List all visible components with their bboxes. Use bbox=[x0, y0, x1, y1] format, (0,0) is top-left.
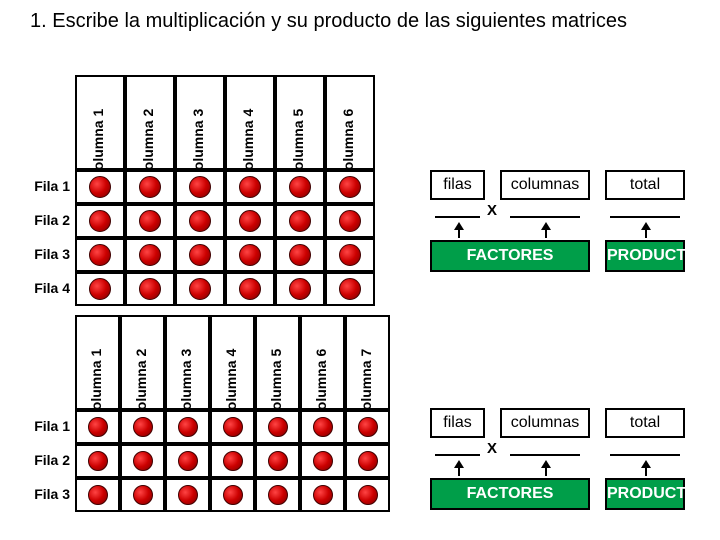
dot-icon bbox=[189, 176, 211, 198]
header-columnas: columnas bbox=[500, 170, 590, 200]
dot-icon bbox=[88, 485, 108, 505]
producto-box: PRODUCTO bbox=[605, 240, 685, 272]
column-label: columna 3 bbox=[178, 349, 194, 418]
dot-icon bbox=[189, 210, 211, 232]
column-label: columna 3 bbox=[190, 109, 206, 178]
dot-icon bbox=[313, 451, 333, 471]
dot-icon bbox=[289, 244, 311, 266]
dot-icon bbox=[133, 417, 153, 437]
row-label: Fila 1 bbox=[20, 178, 70, 194]
dot-icon bbox=[178, 485, 198, 505]
dot-icon bbox=[89, 210, 111, 232]
row-label: Fila 1 bbox=[20, 418, 70, 434]
dot-icon bbox=[313, 485, 333, 505]
column-label: columna 1 bbox=[90, 109, 106, 178]
dot-icon bbox=[189, 278, 211, 300]
dot-icon bbox=[239, 278, 261, 300]
dot-icon bbox=[133, 485, 153, 505]
blank-total[interactable] bbox=[610, 442, 680, 456]
dot-icon bbox=[223, 417, 243, 437]
dot-icon bbox=[88, 451, 108, 471]
row-label: Fila 4 bbox=[20, 280, 70, 296]
dot-icon bbox=[289, 278, 311, 300]
multiply-x: X bbox=[487, 440, 497, 457]
factores-box: FACTORES bbox=[430, 478, 590, 510]
header-filas: filas bbox=[430, 170, 485, 200]
dot-icon bbox=[189, 244, 211, 266]
dot-icon bbox=[268, 485, 288, 505]
dot-icon bbox=[289, 210, 311, 232]
dot-icon bbox=[139, 278, 161, 300]
arrow-head-icon bbox=[541, 460, 551, 468]
row-label: Fila 3 bbox=[20, 486, 70, 502]
dot-icon bbox=[89, 244, 111, 266]
header-total: total bbox=[605, 170, 685, 200]
dot-icon bbox=[88, 417, 108, 437]
arrow-head-icon bbox=[641, 460, 651, 468]
dot-icon bbox=[339, 244, 361, 266]
arrow-head-icon bbox=[541, 222, 551, 230]
dot-icon bbox=[89, 176, 111, 198]
multiply-x: X bbox=[487, 202, 497, 219]
column-label: columna 4 bbox=[223, 349, 239, 418]
header-columnas: columnas bbox=[500, 408, 590, 438]
arrow-head-icon bbox=[454, 222, 464, 230]
dot-icon bbox=[339, 278, 361, 300]
dot-icon bbox=[139, 210, 161, 232]
dot-icon bbox=[268, 417, 288, 437]
dot-icon bbox=[339, 176, 361, 198]
column-label: columna 6 bbox=[313, 349, 329, 418]
dot-icon bbox=[133, 451, 153, 471]
row-label: Fila 3 bbox=[20, 246, 70, 262]
column-label: columna 2 bbox=[133, 349, 149, 418]
producto-box: PRODUCTO bbox=[605, 478, 685, 510]
arrow-head-icon bbox=[454, 460, 464, 468]
dot-icon bbox=[358, 417, 378, 437]
dot-icon bbox=[223, 485, 243, 505]
exercise-title: 1. Escribe la multiplicación y su produc… bbox=[0, 0, 720, 38]
row-label: Fila 2 bbox=[20, 212, 70, 228]
dot-icon bbox=[223, 451, 243, 471]
blank-total[interactable] bbox=[610, 204, 680, 218]
dot-icon bbox=[339, 210, 361, 232]
dot-icon bbox=[289, 176, 311, 198]
dot-icon bbox=[268, 451, 288, 471]
column-label: columna 5 bbox=[268, 349, 284, 418]
dot-icon bbox=[239, 176, 261, 198]
dot-icon bbox=[139, 244, 161, 266]
column-label: columna 1 bbox=[88, 349, 104, 418]
blank-filas[interactable] bbox=[435, 442, 480, 456]
header-total: total bbox=[605, 408, 685, 438]
row-label: Fila 2 bbox=[20, 452, 70, 468]
column-label: columna 7 bbox=[358, 349, 374, 418]
dot-icon bbox=[139, 176, 161, 198]
dot-icon bbox=[89, 278, 111, 300]
dot-icon bbox=[313, 417, 333, 437]
blank-filas[interactable] bbox=[435, 204, 480, 218]
column-label: columna 4 bbox=[240, 109, 256, 178]
dot-icon bbox=[239, 244, 261, 266]
factores-box: FACTORES bbox=[430, 240, 590, 272]
arrow-head-icon bbox=[641, 222, 651, 230]
blank-columnas[interactable] bbox=[510, 204, 580, 218]
dot-icon bbox=[178, 417, 198, 437]
blank-columnas[interactable] bbox=[510, 442, 580, 456]
column-label: columna 5 bbox=[290, 109, 306, 178]
dot-icon bbox=[239, 210, 261, 232]
column-label: columna 6 bbox=[340, 109, 356, 178]
dot-icon bbox=[358, 485, 378, 505]
dot-icon bbox=[178, 451, 198, 471]
header-filas: filas bbox=[430, 408, 485, 438]
dot-icon bbox=[358, 451, 378, 471]
column-label: columna 2 bbox=[140, 109, 156, 178]
